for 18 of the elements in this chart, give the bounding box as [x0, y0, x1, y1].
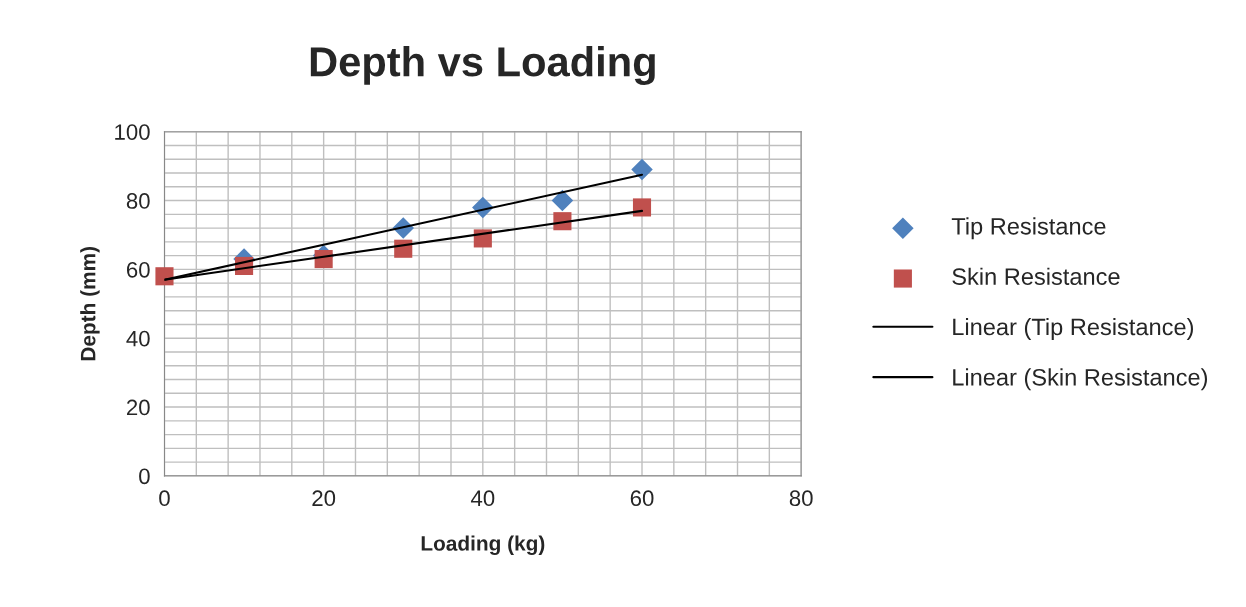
x-tick-label: 60	[630, 490, 654, 507]
chart-title: Depth vs Loading	[310, 45, 655, 85]
y-tick-label: 40	[126, 330, 150, 347]
legend-label: Linear (Skin Resistance)	[953, 368, 1208, 391]
x-tick-label: 0	[159, 490, 170, 507]
legend-label: Linear (Tip Resistance)	[953, 317, 1194, 340]
legend-label: Tip Resistance	[951, 217, 1106, 240]
y-tick-label: 0	[139, 468, 150, 485]
x-tick-label: 80	[789, 490, 813, 507]
x-axis-title: Loading (kg)	[421, 535, 545, 555]
legend-label: Skin Resistance	[952, 267, 1120, 285]
x-tick-label: 20	[312, 490, 336, 507]
y-tick-label: 60	[127, 261, 150, 278]
x-tick-label: 40	[470, 490, 495, 507]
y-axis-title: Depth (mm)	[80, 246, 100, 361]
y-tick-label: 100	[115, 124, 150, 140]
y-tick-label: 80	[126, 193, 150, 209]
y-tick-label: 20	[126, 399, 150, 416]
